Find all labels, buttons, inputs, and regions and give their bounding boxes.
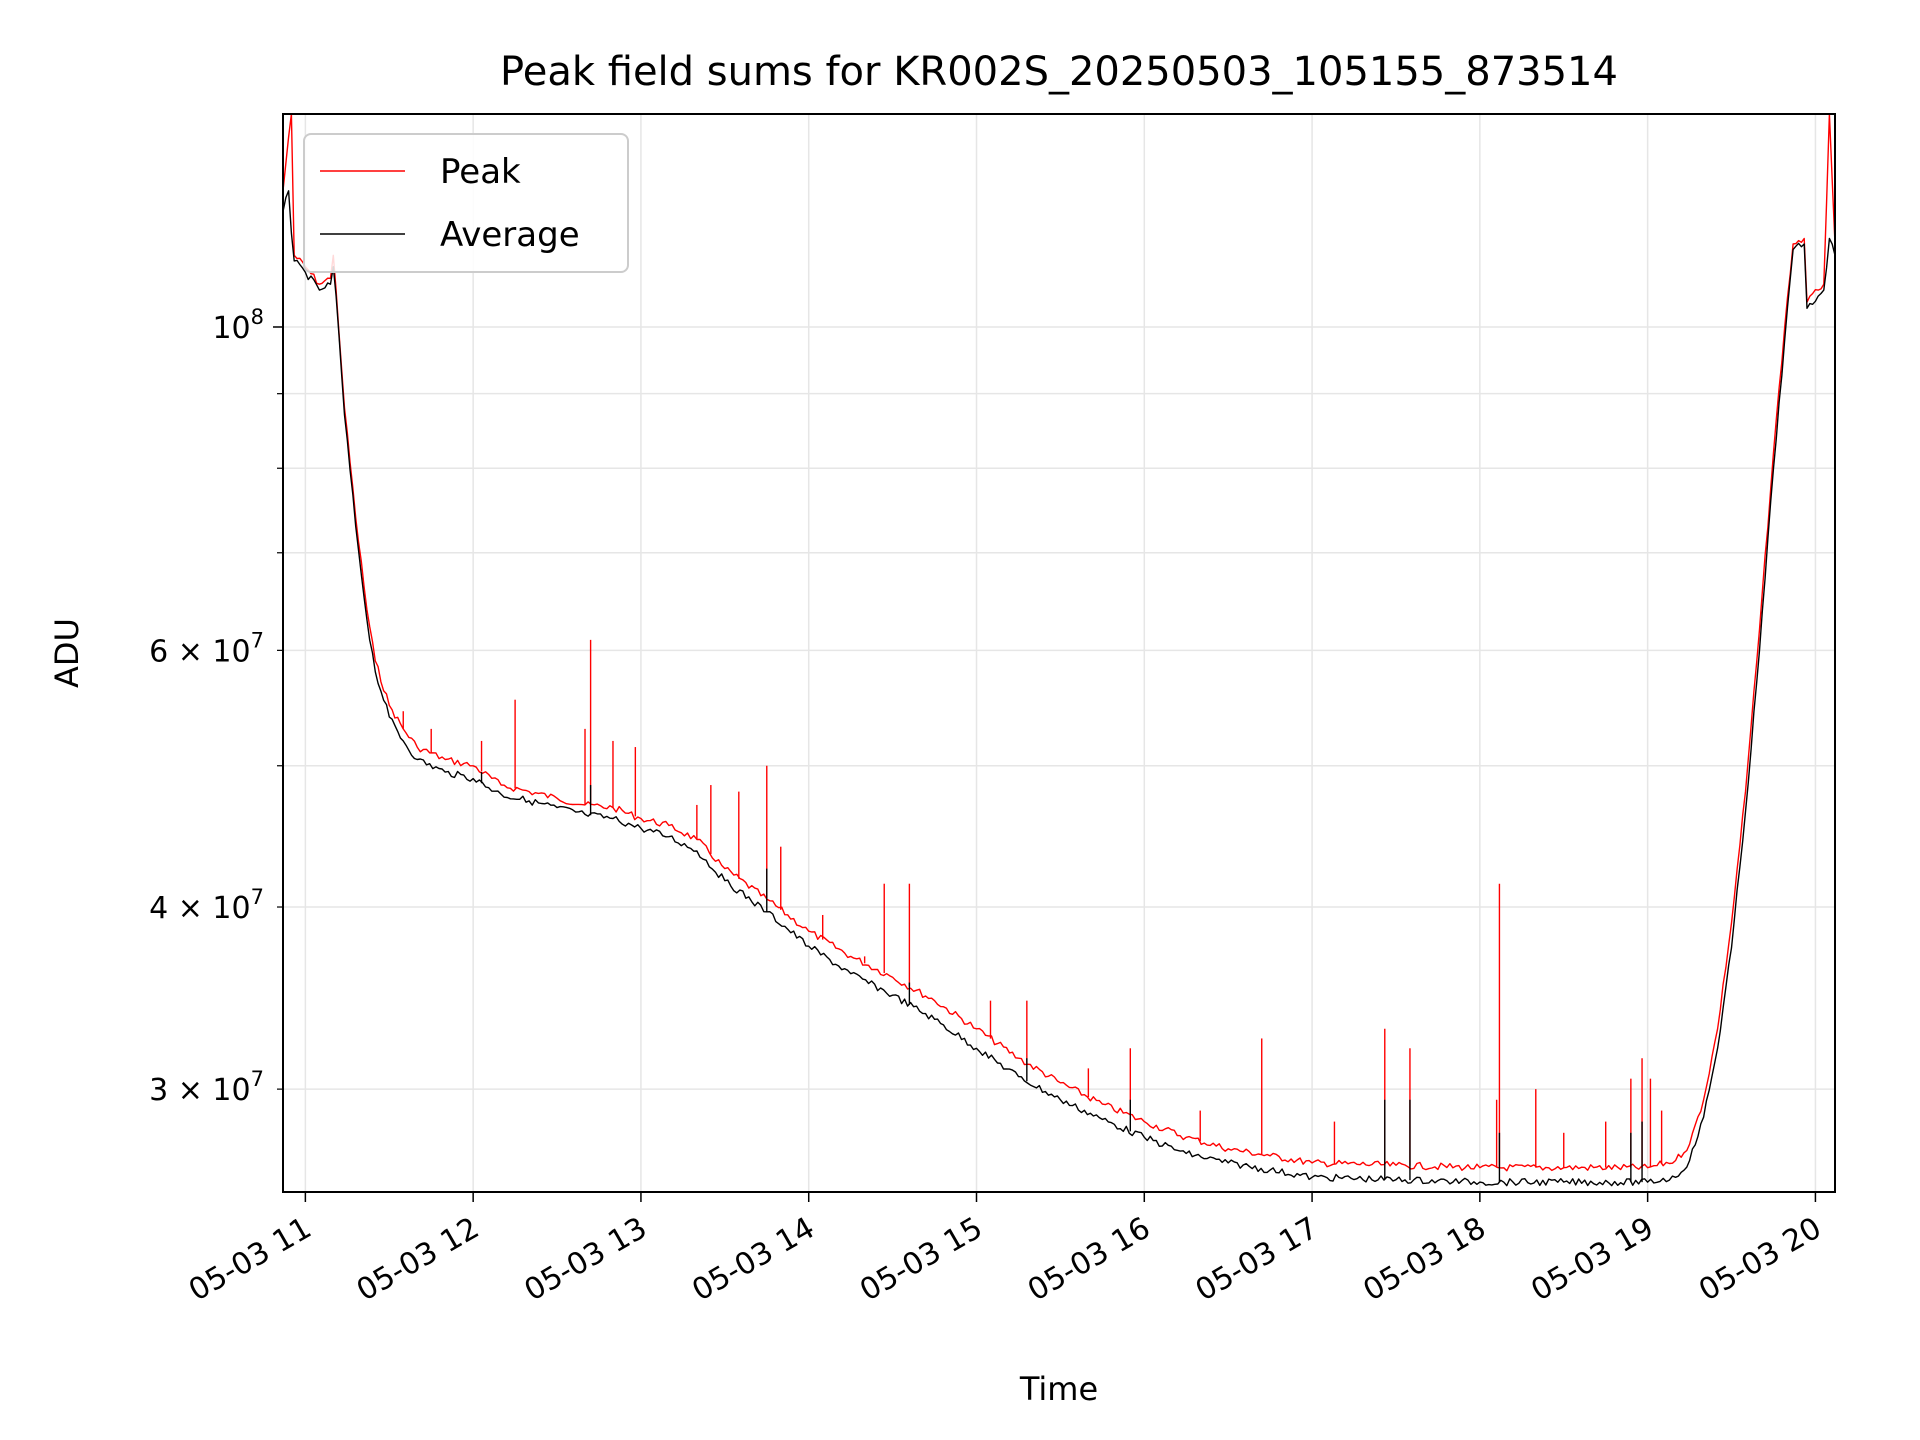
series-line-average — [283, 190, 1835, 1187]
plot-frame — [282, 113, 1836, 1193]
grid-lines — [283, 114, 1835, 1192]
y-tick-label: 108 — [212, 305, 264, 346]
legend-label-peak: Peak — [440, 152, 521, 192]
x-axis-label: Time — [1019, 1370, 1098, 1408]
legend-box — [303, 133, 629, 273]
legend-label-average: Average — [440, 215, 580, 255]
y-tick-label: 6 × 107 — [149, 628, 264, 669]
y-tick-label: 3 × 107 — [149, 1067, 264, 1108]
series-line-peak — [283, 114, 1835, 1172]
chart-title: Peak field sums for KR002S_20250503_1051… — [500, 49, 1618, 95]
series-layer — [283, 114, 1835, 1187]
y-axis-label: ADU — [48, 618, 86, 688]
legend: Peak Average — [303, 133, 629, 273]
y-tick-label: 4 × 107 — [149, 885, 264, 926]
y-axis-ticks: 108 3 × 107 4 × 107 6 × 107 — [149, 305, 283, 1108]
